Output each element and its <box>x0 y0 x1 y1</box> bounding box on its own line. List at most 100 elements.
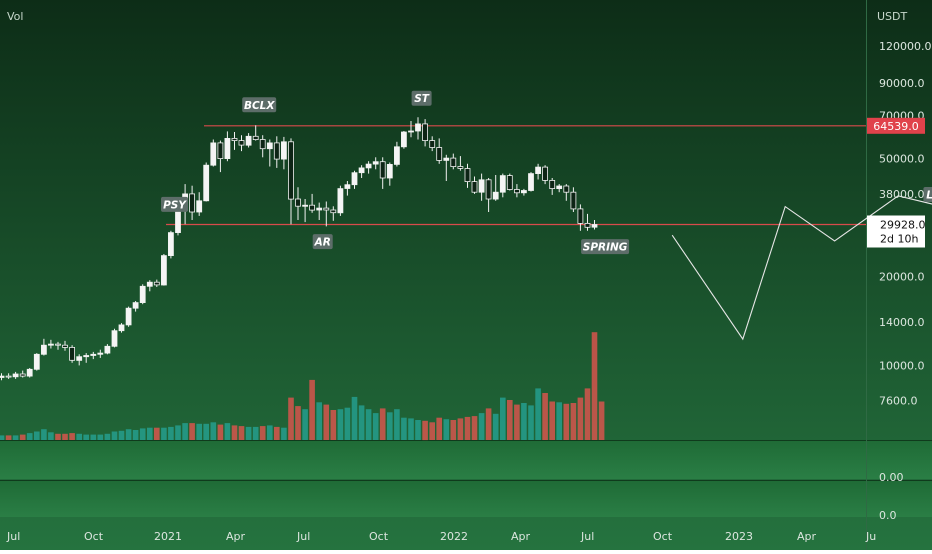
time-tick-label: Jul <box>6 530 20 543</box>
candle <box>499 173 506 198</box>
volume-bar <box>302 409 308 440</box>
volume-bar <box>196 423 202 440</box>
volume-bar <box>316 402 322 440</box>
candle <box>584 213 591 231</box>
candle-body <box>316 207 323 211</box>
volume-bar <box>104 433 111 440</box>
candle <box>217 140 224 173</box>
volume-bar <box>436 417 442 440</box>
candle <box>231 132 238 150</box>
label-box <box>312 234 333 250</box>
volume-bar <box>492 413 499 440</box>
volume-bar <box>507 400 513 440</box>
candle <box>302 199 309 223</box>
volume-bar <box>12 435 19 440</box>
candle-body <box>351 172 358 186</box>
candle-body <box>563 185 570 193</box>
volume-bar <box>379 408 386 440</box>
candle <box>111 328 118 348</box>
time-tick-label: Jul <box>296 530 310 543</box>
candle <box>514 184 520 198</box>
volume-bar <box>97 434 104 440</box>
candle <box>245 133 252 148</box>
time-tick-label: Apr <box>226 530 246 543</box>
volume-bar <box>76 433 82 440</box>
candle-body <box>83 355 90 358</box>
candle <box>365 161 372 174</box>
label-text: AR <box>314 237 331 249</box>
candle-body <box>288 141 294 200</box>
candle <box>535 163 541 180</box>
time-tick-label: Oct <box>369 530 389 543</box>
time-axis[interactable]: Jul Oct 2021 Apr Jul Oct 2022 Apr Jul Oct 2023 Apr J… <box>6 530 876 543</box>
candle-body <box>549 179 556 189</box>
candle-body <box>69 346 75 361</box>
candle-body <box>478 179 485 193</box>
candle-body <box>379 161 386 179</box>
volume-bar <box>168 426 174 440</box>
volume-bar <box>535 388 541 440</box>
volume-bar <box>26 433 33 440</box>
time-tick-label: Apr <box>797 530 817 543</box>
candle <box>309 193 316 213</box>
candle <box>464 163 471 188</box>
candle <box>175 208 181 236</box>
candle <box>90 351 97 360</box>
volume-bar <box>118 430 125 440</box>
volume-bar <box>5 435 12 440</box>
candle-body <box>577 208 584 224</box>
candle-body <box>153 281 160 286</box>
price-axis[interactable]: 120000.090000.070000.050000.038000.02000… <box>879 40 932 408</box>
candle <box>457 156 464 171</box>
time-tick-label: Apr <box>511 530 531 543</box>
candle <box>344 181 351 196</box>
candle <box>358 165 365 178</box>
candle-body <box>252 135 259 141</box>
candle <box>125 306 132 327</box>
volume-bar <box>62 433 68 440</box>
volume-bar <box>330 410 337 440</box>
candle-body <box>111 330 118 347</box>
candle <box>118 323 125 333</box>
candle <box>139 284 146 305</box>
volume-bar <box>422 420 428 441</box>
candle-body <box>273 142 280 160</box>
candle <box>295 187 301 220</box>
candle-body <box>118 324 125 332</box>
candle-body <box>196 200 203 213</box>
candle <box>288 138 294 225</box>
volume-bar <box>309 379 315 440</box>
candle-body <box>450 157 457 168</box>
label-box <box>581 239 630 255</box>
candle <box>316 202 323 220</box>
volume-bar <box>90 434 97 440</box>
volume-bar <box>69 433 75 440</box>
candle-body <box>302 204 309 207</box>
candle <box>577 204 584 231</box>
candle-body <box>104 345 111 354</box>
currency-label: USDT <box>877 10 908 23</box>
label-text: BCLX <box>244 100 275 112</box>
label-bclx: BCLX <box>242 97 277 113</box>
candle <box>62 340 68 351</box>
price-tick-label: 50000.0 <box>879 153 925 166</box>
candle-body <box>245 135 252 146</box>
volume-bar <box>598 401 605 440</box>
label-st: ST <box>411 90 432 106</box>
volume-bar <box>401 417 407 440</box>
candle-body <box>393 146 400 165</box>
candle-body <box>344 184 351 189</box>
volume-bar <box>111 431 118 440</box>
candle-body <box>33 353 40 370</box>
volume-bar <box>415 420 421 440</box>
candle-body <box>295 198 301 207</box>
candle-body <box>386 163 393 179</box>
price-tick-label: 120000.0 <box>879 40 932 53</box>
candle <box>415 117 421 140</box>
volume-bar <box>267 425 273 440</box>
time-tick-label: Oct <box>84 530 104 543</box>
candle-body <box>266 142 273 150</box>
wyckoff-labels: PSYBCLXARSTSPRINGLPSOS <box>161 90 932 255</box>
